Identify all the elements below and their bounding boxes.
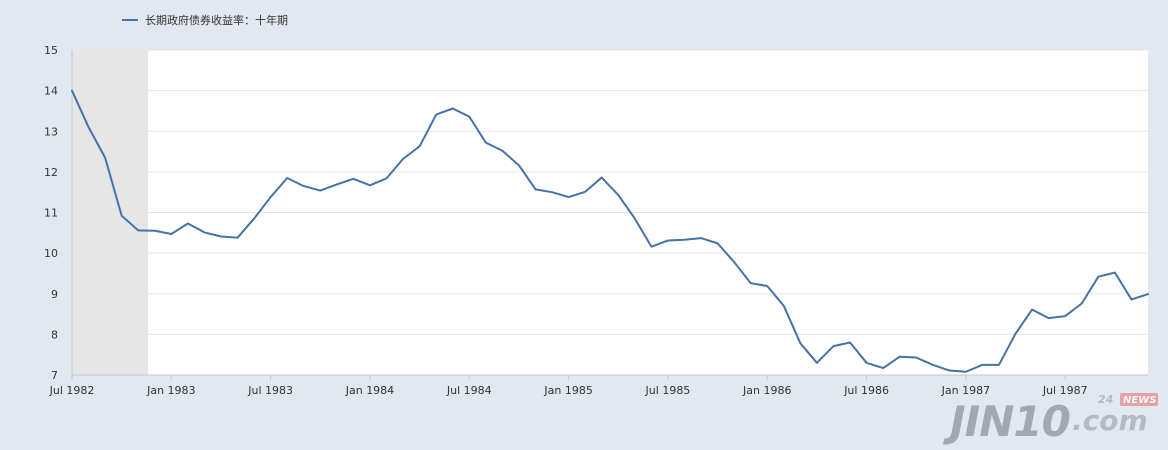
jin10-logo-24: 24 bbox=[1098, 393, 1113, 406]
y-tick-label-11: 11 bbox=[44, 207, 58, 220]
x-tick-label: Jul 1982 bbox=[49, 384, 95, 397]
x-tick-label: Jul 1985 bbox=[645, 384, 691, 397]
y-tick-label-8: 8 bbox=[51, 328, 58, 341]
x-tick-label: Jan 1985 bbox=[543, 384, 592, 397]
y-tick-label-7: 7 bbox=[51, 369, 58, 382]
legend-label: 长期政府债券收益率：十年期 bbox=[145, 13, 288, 27]
news-badge bbox=[1120, 393, 1158, 406]
y-tick-label-13: 13 bbox=[44, 125, 58, 138]
x-tick-label: Jul 1986 bbox=[843, 384, 889, 397]
y-tick-label-10: 10 bbox=[44, 247, 58, 260]
x-tick-label: Jan 1983 bbox=[146, 384, 195, 397]
jin10-logo-news: NEWS bbox=[1123, 395, 1156, 406]
x-tick-label: Jan 1984 bbox=[345, 384, 394, 397]
x-tick-label: Jul 1987 bbox=[1042, 384, 1088, 397]
y-tick-label-15: 15 bbox=[44, 44, 58, 57]
jin10-logo: JIN10 .com 24 NEWS bbox=[943, 393, 1158, 446]
y-tick-label-9: 9 bbox=[51, 288, 58, 301]
y-tick-label-14: 14 bbox=[44, 85, 58, 98]
jin10-logo-suffix: .com bbox=[1072, 404, 1148, 437]
series-layer bbox=[71, 89, 1149, 373]
legend[interactable]: 长期政府债券收益率：十年期 bbox=[122, 13, 288, 27]
x-tick-label: Jan 1987 bbox=[941, 384, 990, 397]
x-axis: Jul 1982 Jan 1983 Jul 1983 Jan 1984 Jul 1984… bbox=[49, 375, 1088, 397]
y-axis: 7 8 9 10 11 12 13 14 15 bbox=[44, 44, 58, 382]
gridlines bbox=[72, 49, 1148, 335]
jin10-logo-brand: JIN10 bbox=[943, 397, 1070, 446]
x-tick-label: Jul 1983 bbox=[247, 384, 293, 397]
x-tick-label: Jul 1984 bbox=[446, 384, 492, 397]
y-tick-label-12: 12 bbox=[44, 166, 58, 179]
x-tick-label: Jan 1986 bbox=[742, 384, 791, 397]
series-line bbox=[71, 89, 1149, 373]
